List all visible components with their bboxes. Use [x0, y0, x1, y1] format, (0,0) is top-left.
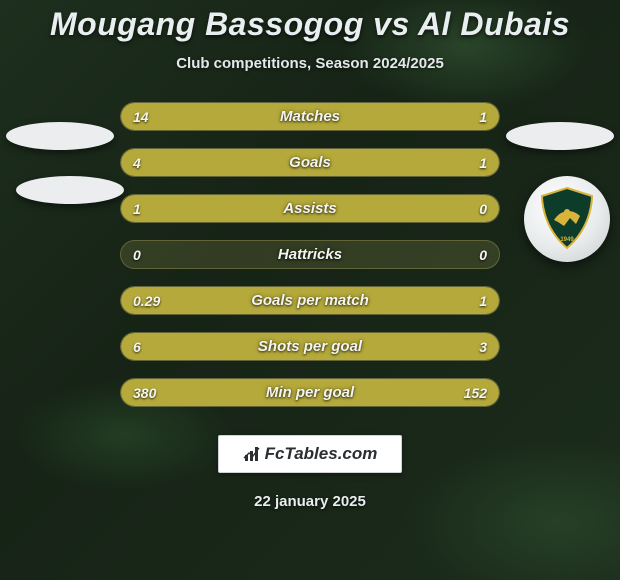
stat-fill-left — [121, 379, 389, 406]
player-oval-placeholder — [506, 122, 614, 150]
club-shield-icon: 1949 — [538, 186, 596, 252]
stat-fill-right — [389, 379, 499, 406]
stat-fill-left — [121, 333, 374, 360]
brand-attribution[interactable]: FcTables.com — [218, 435, 402, 473]
stat-row: 380152Min per goal — [120, 378, 500, 407]
stat-row: 10Assists — [120, 194, 500, 223]
page-subtitle: Club competitions, Season 2024/2025 — [176, 55, 444, 72]
stat-row: 0 0Hattricks — [120, 240, 500, 269]
stat-bars-container: 141Matches 41Goals 10Assists 0 0Hattricks 0.2… — [120, 102, 500, 407]
player-oval-placeholder — [16, 176, 124, 204]
stat-row: 141Matches — [120, 102, 500, 131]
content-wrapper: Mougang Bassogog vs Al Dubais Club compe… — [0, 0, 620, 580]
stat-label: Hattricks — [121, 246, 499, 263]
stat-fill-left — [121, 149, 423, 176]
stats-area: 1949 141Matches 41Goals 10Assists 0 0Hattric… — [0, 102, 620, 407]
stat-row: 63Shots per goal — [120, 332, 500, 361]
right-club-badge: 1949 — [524, 176, 610, 262]
svg-text:1949: 1949 — [560, 237, 574, 243]
stat-fill-right — [423, 149, 499, 176]
stat-fill-left — [121, 103, 473, 130]
stat-row: 0.291Goals per match — [120, 286, 500, 315]
stat-fill-right — [473, 103, 499, 130]
brand-text: FcTables.com — [265, 444, 378, 464]
bar-chart-icon — [243, 445, 261, 463]
stat-row: 41Goals — [120, 148, 500, 177]
stat-fill-right — [204, 287, 499, 314]
stat-value-right: 0 — [479, 247, 487, 263]
page-title: Mougang Bassogog vs Al Dubais — [50, 6, 570, 43]
stat-fill-right — [374, 333, 499, 360]
stat-fill-left — [121, 195, 499, 222]
player-oval-placeholder — [6, 122, 114, 150]
stat-value-left: 0 — [133, 247, 141, 263]
footer-date: 22 january 2025 — [254, 493, 366, 510]
stat-fill-left — [121, 287, 204, 314]
